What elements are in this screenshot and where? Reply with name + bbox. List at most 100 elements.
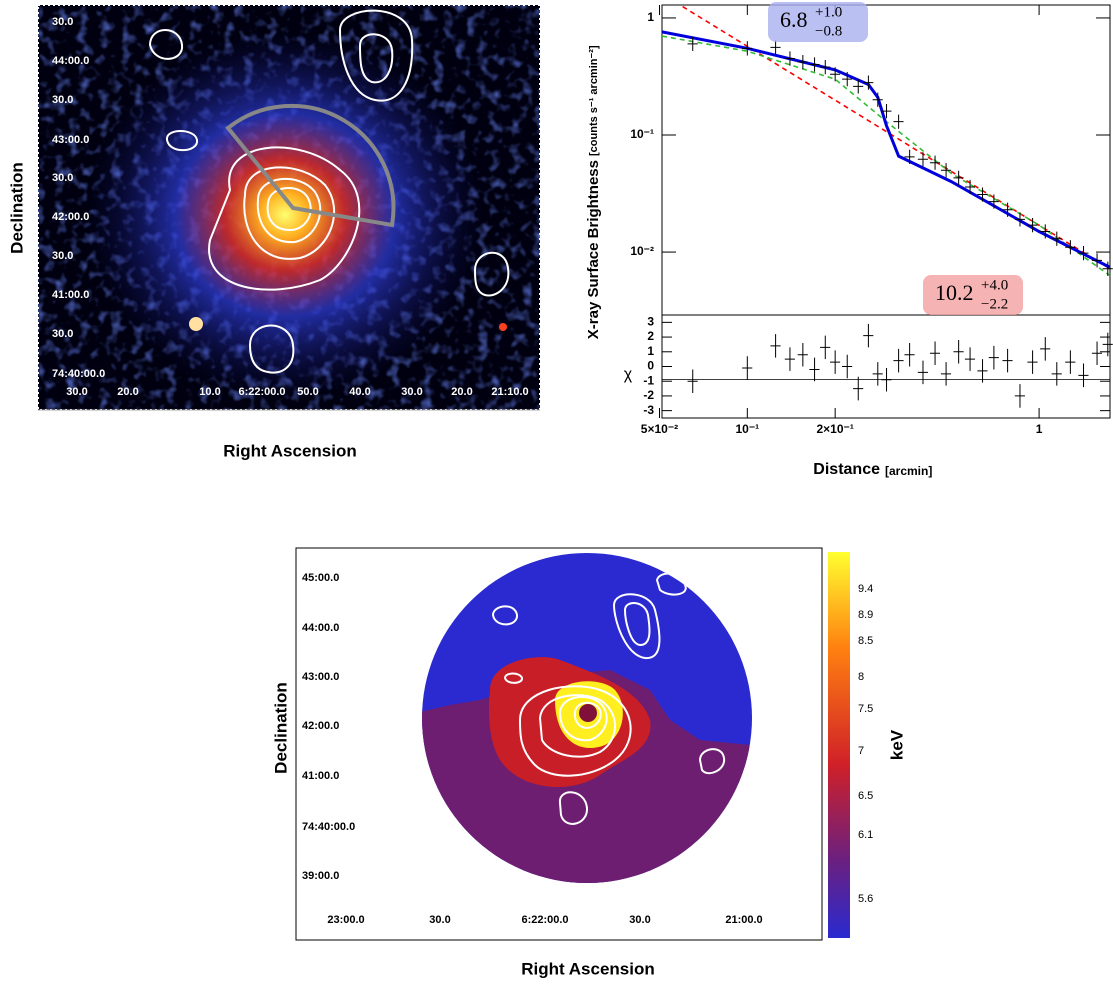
temperature-map — [422, 553, 752, 883]
ra-tick-label: 6:22:00.0 — [521, 914, 568, 926]
ra-tick-label: 20.0 — [117, 386, 138, 398]
x-axis-label: Right Ascension — [521, 959, 655, 978]
model-line — [661, 30, 1111, 269]
data-point — [1040, 337, 1051, 361]
data-point — [977, 359, 988, 383]
dec-tick-label: 42:00.0 — [302, 720, 339, 732]
data-point — [1027, 350, 1038, 374]
y-tick-label: 10⁻² — [630, 244, 654, 258]
annotation-upper: +4.0 — [981, 277, 1008, 293]
data-point — [1078, 245, 1089, 261]
data-point — [1040, 224, 1051, 239]
ra-tick-label: 30.0 — [66, 386, 87, 398]
dec-tick-label: 74:40:00.0 — [52, 368, 105, 380]
dec-tick-label: 43:00.0 — [302, 671, 339, 683]
colorbar-label: 8 — [858, 671, 864, 683]
data-point — [809, 57, 820, 72]
xray-image — [38, 5, 540, 410]
data-point — [1027, 217, 1038, 233]
data-point — [964, 347, 976, 371]
colorbar-label: 6.1 — [858, 829, 873, 841]
data-point — [742, 356, 753, 380]
data-point — [940, 163, 952, 178]
ra-tick-label: 30.0 — [401, 386, 422, 398]
data-point — [1065, 240, 1076, 255]
data-point — [784, 51, 795, 66]
plot-frame — [661, 4, 1111, 419]
image-frame — [37, 4, 541, 411]
ra-tick-label: 23:00.0 — [327, 914, 364, 926]
dec-tick-label: 30.0 — [52, 172, 73, 184]
dec-tick-label: 30.0 — [52, 16, 73, 28]
dec-tick-label: 74:40:00.0 — [302, 821, 355, 833]
data-point — [1051, 362, 1062, 386]
ra-tick-label: 20.0 — [451, 386, 472, 398]
data-point — [1102, 332, 1113, 357]
data-point — [853, 79, 864, 94]
data-point — [797, 54, 808, 70]
ra-tick-label: 30.0 — [629, 914, 650, 926]
data-point — [904, 149, 915, 165]
data-point — [917, 152, 928, 167]
data-point — [964, 179, 976, 195]
y-tick-label: 10⁻¹ — [630, 127, 654, 141]
data-point — [863, 75, 874, 90]
y-tick-label: -3 — [643, 403, 654, 417]
y-tick-label: 1 — [647, 10, 654, 24]
data-point — [872, 362, 883, 386]
dec-tick-label: 41:00.0 — [302, 770, 339, 782]
colorbar-label: 8.5 — [858, 635, 873, 647]
annotation-upper: +1.0 — [815, 4, 842, 20]
data-point — [1002, 348, 1013, 373]
data-point — [988, 345, 999, 370]
y-axis-label: Declination — [7, 162, 26, 254]
data-point — [784, 347, 795, 371]
dec-tick-label: 30.0 — [52, 250, 73, 262]
colorbar-unit: keV — [887, 729, 906, 760]
dec-tick-label: 42:00.0 — [52, 211, 89, 223]
colorbar-label: 7 — [858, 745, 864, 757]
data-point — [929, 155, 941, 170]
data-point — [797, 342, 808, 367]
ra-tick-label: 21:00.0 — [725, 914, 762, 926]
colorbar-label: 9.4 — [858, 583, 873, 595]
data-point — [1014, 384, 1025, 408]
model-line — [682, 5, 1111, 270]
annotation-value: 6.8 — [780, 7, 808, 32]
y-axis-label-text: X-ray Surface Brightness — [585, 160, 602, 339]
y-axis-label: Declination — [271, 682, 290, 774]
data-point — [1014, 212, 1025, 227]
data-point — [917, 360, 928, 385]
data-point — [1102, 261, 1113, 276]
colorbar-label: 8.9 — [858, 609, 873, 621]
x-tick-label: 2×10⁻¹ — [816, 422, 853, 436]
data-point — [770, 40, 781, 55]
dec-tick-label: 30.0 — [52, 328, 73, 340]
data-point — [953, 340, 964, 364]
y-axis-unit: [counts s⁻¹ arcmin⁻²] — [588, 45, 600, 156]
data-point — [1051, 231, 1062, 246]
residual-label: χ — [624, 366, 633, 383]
data-point — [881, 104, 892, 119]
colorbar — [828, 552, 850, 938]
data-point — [687, 369, 698, 393]
y-axis-label: X-ray Surface Brightness [counts s⁻¹ arc… — [585, 45, 602, 339]
y-tick-label: 3 — [647, 315, 654, 329]
data-point — [842, 72, 853, 87]
data-point — [842, 354, 853, 379]
y-tick-label: 2 — [647, 329, 654, 343]
colorbar-label: 7.5 — [858, 703, 873, 715]
y-tick-label: -1 — [643, 373, 654, 387]
data-point — [977, 187, 988, 202]
annotation-highlight — [923, 275, 1023, 315]
x-tick-label: 1 — [1036, 422, 1043, 436]
x-tick-label: 5×10⁻² — [641, 422, 678, 436]
data-point — [904, 342, 915, 367]
annotation-lower: −0.8 — [815, 23, 842, 39]
data-point — [953, 170, 964, 186]
y-tick-label: 0 — [647, 359, 654, 373]
data-point — [1065, 350, 1076, 374]
ra-tick-label: 30.0 — [429, 914, 450, 926]
data-point — [893, 348, 904, 373]
